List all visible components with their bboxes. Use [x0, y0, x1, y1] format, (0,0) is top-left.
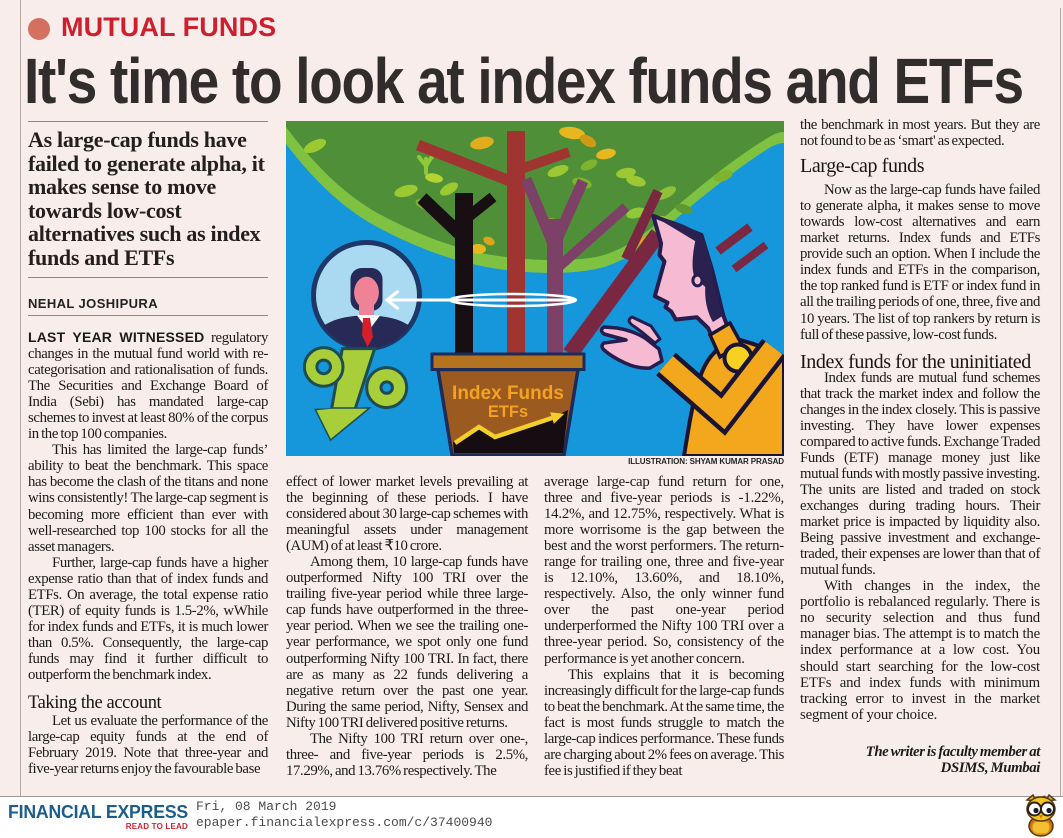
- svg-text:ETFs: ETFs: [488, 403, 528, 421]
- svg-text:Index Funds: Index Funds: [452, 383, 564, 404]
